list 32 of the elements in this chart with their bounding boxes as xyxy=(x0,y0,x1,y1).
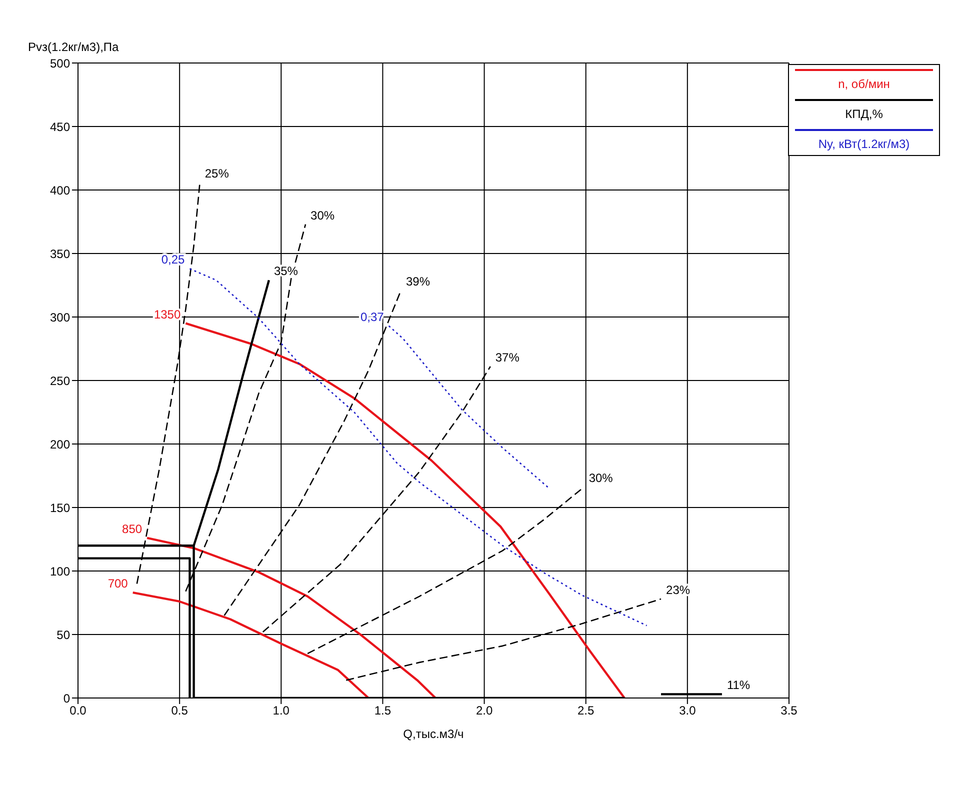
x-tick-label: 2.0 xyxy=(476,704,493,718)
y-tick-label: 500 xyxy=(50,56,70,70)
y-tick-label: 250 xyxy=(50,374,70,388)
x-tick-label: 1.0 xyxy=(272,704,290,718)
x-tick-label: 0.0 xyxy=(70,704,87,718)
annotation: 11% xyxy=(726,678,750,692)
text: Ny, кВт(1.2кг/м3) xyxy=(818,137,910,151)
text: КПД,% xyxy=(845,107,883,121)
annotation: 850 xyxy=(122,522,142,536)
x-tick-label: 2.5 xyxy=(578,704,595,718)
x-axis-title: Q,тыс.м3/ч xyxy=(403,727,464,741)
annotation: 37% xyxy=(495,350,520,365)
y-tick-label: 300 xyxy=(50,310,70,324)
y-tick-label: 0 xyxy=(63,691,70,706)
annotation: 39% xyxy=(406,274,430,288)
x-tick-label: 3.5 xyxy=(780,704,798,718)
annotation: 700 xyxy=(108,576,128,591)
y-tick-label: 50 xyxy=(56,628,70,642)
annotation: 30% xyxy=(588,471,614,486)
y-tick-label: 400 xyxy=(50,183,70,198)
x-tick-label: 3.0 xyxy=(679,704,696,718)
y-tick-label: 150 xyxy=(50,500,70,515)
y-axis-title: Pvз(1.2кг/м3),Па xyxy=(28,40,120,54)
x-tick-label: 1.5 xyxy=(374,704,392,718)
y-tick-label: 200 xyxy=(50,437,70,452)
y-tick-label: 450 xyxy=(50,120,70,134)
y-tick-label: 350 xyxy=(50,246,70,261)
y-tick-label: 100 xyxy=(50,564,70,578)
text: n, об/мин xyxy=(838,77,890,91)
x-tick-label: 0.5 xyxy=(171,704,188,718)
annotation: 25% xyxy=(204,166,230,180)
annotation: 30% xyxy=(310,208,335,222)
